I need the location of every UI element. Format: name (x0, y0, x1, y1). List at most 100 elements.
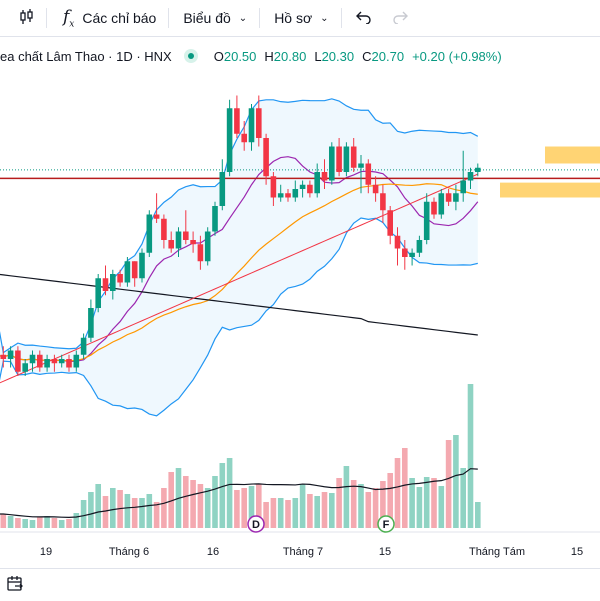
volume-bar (307, 494, 313, 528)
candle-body (175, 231, 182, 249)
price-chart[interactable]: D F 19 Tháng 6 16 Tháng 7 15 Tháng Tám 15 (0, 70, 600, 568)
volume-bar (95, 484, 101, 528)
candle-body (161, 218, 167, 240)
candle-body (263, 138, 269, 177)
chart-type-label: Biểu đồ (183, 10, 231, 26)
volume-bar (263, 502, 269, 528)
volume-bar (299, 484, 306, 528)
candle-body (394, 235, 401, 249)
calendar-range-icon[interactable] (6, 575, 24, 598)
event-marker-d (247, 515, 265, 533)
candle-body (88, 308, 94, 338)
symbol-title[interactable]: ea chất Lâm Thao · 1D · HNX (0, 48, 172, 64)
candle-body (380, 193, 386, 211)
volume-bar (372, 488, 379, 528)
volume-bar (22, 519, 28, 528)
event-marker-f (377, 515, 395, 533)
ma-red-line (0, 173, 479, 384)
volume-bar (0, 514, 7, 528)
chevron-down-icon: ⌄ (238, 12, 248, 24)
candle-body (102, 278, 109, 291)
candle-body (80, 337, 87, 355)
time-axis-label: Tháng 7 (283, 546, 323, 558)
candle-body (29, 354, 36, 364)
redo-button[interactable] (384, 0, 416, 36)
volume-bar (402, 448, 408, 528)
candle-body (183, 231, 189, 240)
indicators-label: Các chỉ báo (82, 10, 157, 26)
volume-bar (73, 513, 80, 528)
candle-body (131, 261, 138, 279)
volume-bar (416, 487, 423, 528)
symbol-legend: ea chất Lâm Thao · 1D · HNX O 20.50 H 20.8… (0, 46, 502, 66)
volume-bar (146, 494, 153, 528)
volume-bar (445, 440, 452, 528)
change-value: +0.20 (+0.98%) (412, 48, 502, 64)
volume-bar (321, 492, 328, 528)
open-label: O (213, 48, 224, 64)
volume-bar (153, 502, 160, 528)
undo-button[interactable] (342, 0, 384, 36)
candle-body (314, 172, 320, 194)
volume-bar (51, 518, 58, 528)
candlestick-icon (18, 8, 36, 29)
volume-bar (131, 498, 138, 528)
volume-bar (438, 486, 445, 528)
undo-icon (355, 10, 372, 27)
indicators-button[interactable]: fx Các chỉ báo (47, 0, 168, 36)
candle-body (423, 201, 430, 240)
candle-body (321, 172, 328, 181)
candle-body (329, 146, 335, 181)
candle-body (336, 146, 342, 172)
candle-body (241, 133, 247, 143)
top-toolbar: fx Các chỉ báo Biểu đồ ⌄ Hồ sơ ⌄ (0, 0, 600, 37)
volume-bar (248, 486, 255, 528)
toolbar-divider (259, 8, 261, 28)
candle-body (343, 146, 350, 172)
volume-bar (475, 502, 481, 528)
volume-bar (409, 478, 415, 528)
candle-body (438, 193, 445, 215)
volume-bar (277, 498, 284, 528)
volume-bar (110, 488, 116, 528)
event-marker-label: D (252, 519, 260, 531)
candle-body (212, 206, 218, 232)
volume-bar (168, 472, 174, 528)
volume-bar (431, 478, 437, 528)
candle-body (124, 261, 131, 283)
candle-body (299, 184, 306, 189)
toolbar-divider (46, 8, 47, 28)
candle-style-button[interactable] (0, 0, 46, 36)
time-axis-label: 19 (40, 546, 52, 558)
volume-bar (197, 484, 204, 528)
volume-bar (88, 492, 94, 528)
candle-body (95, 278, 101, 308)
candle-body (307, 184, 313, 194)
volume-bar (241, 488, 247, 528)
volume-bar (423, 477, 430, 528)
candle-body (190, 240, 196, 245)
candle-body (292, 189, 299, 198)
volume-bar (66, 519, 72, 528)
volume-bar (219, 463, 226, 528)
profile-dropdown[interactable]: Hồ sơ ⌄ (260, 0, 340, 36)
chart-type-dropdown[interactable]: Biểu đồ ⌄ (169, 0, 259, 36)
volume-bar (124, 494, 131, 528)
candle-body (73, 354, 80, 368)
volume-ma-line (0, 468, 478, 518)
candle-body (51, 359, 58, 364)
time-axis-label: 15 (571, 546, 583, 558)
bollinger-upper-line (0, 98, 479, 354)
candle-body (15, 350, 21, 372)
volume-bar (37, 517, 43, 528)
candle-body (219, 172, 226, 206)
volume-bar (212, 476, 218, 528)
volume-bar (183, 476, 189, 528)
time-axis-label: 15 (379, 546, 391, 558)
volume-bar (80, 500, 87, 528)
volume-bar (467, 384, 474, 528)
volume-bar (7, 516, 14, 528)
bottom-toolbar (0, 568, 600, 601)
volume-bar (343, 466, 350, 528)
volume-bar (329, 493, 335, 528)
